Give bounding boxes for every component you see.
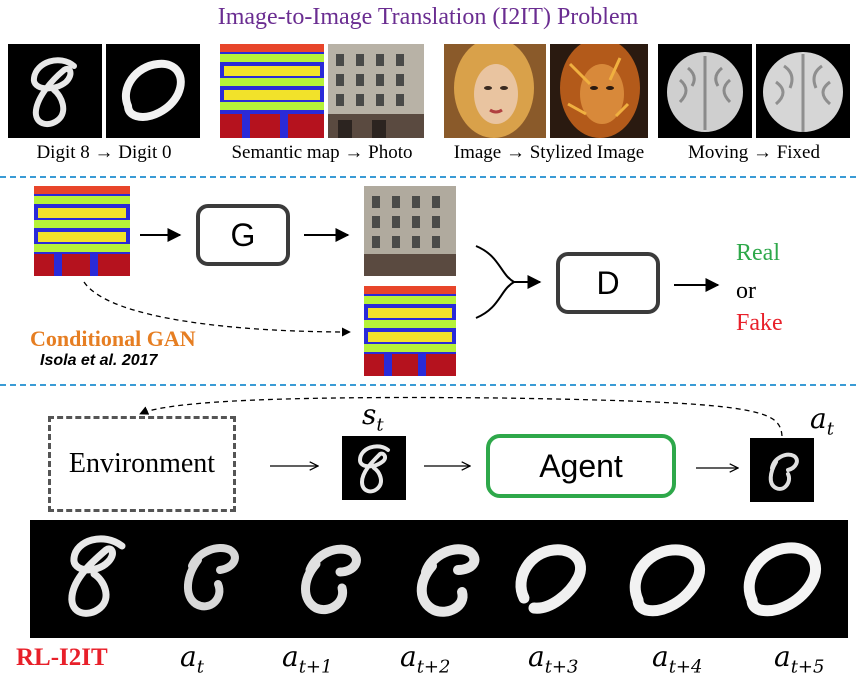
conditional-gan-label: Conditional GAN xyxy=(30,326,196,351)
example-caption-semantic: Semantic map → Photo xyxy=(231,142,413,163)
gan-condition-semantic-map xyxy=(364,286,456,376)
generator-box: G xyxy=(196,204,290,266)
rl-i2it-label: RL-I2IT xyxy=(16,644,108,671)
or-label: or xyxy=(736,278,756,304)
state-label: st xyxy=(362,398,384,436)
stylized-portrait-image xyxy=(550,44,648,138)
environment-box: Environment xyxy=(48,416,236,512)
portrait-image xyxy=(444,44,546,138)
digit-0-image xyxy=(106,44,200,138)
gan-input-semantic-map xyxy=(34,186,130,276)
building-photo-image xyxy=(328,44,424,138)
morph-frame-3 xyxy=(301,544,361,614)
morph-frame-1 xyxy=(68,535,126,617)
gan-generated-photo xyxy=(364,186,456,276)
example-caption-registration: Moving → Fixed xyxy=(688,142,820,163)
section-divider-bottom xyxy=(0,384,856,386)
section-divider-top xyxy=(0,176,856,178)
action-label: at xyxy=(810,402,834,440)
arrow-input-to-condition xyxy=(83,281,351,337)
action-digit-image xyxy=(750,438,814,502)
moving-scan-image xyxy=(658,44,752,138)
sequence-label-3: at+2 xyxy=(400,640,451,678)
arrow-action-to-environment xyxy=(139,396,783,437)
example-caption-digits: Digit 8 → Digit 0 xyxy=(36,142,172,163)
morph-frame-7 xyxy=(743,542,822,617)
figure-title: Image-to-Image Translation (I2IT) Proble… xyxy=(217,4,639,30)
digit-morph-strip xyxy=(30,520,848,638)
fixed-scan-image xyxy=(756,44,850,138)
agent-box: Agent xyxy=(486,434,676,498)
discriminator-box: D xyxy=(556,252,660,314)
real-label: Real xyxy=(736,240,780,266)
morph-frame-2 xyxy=(184,544,239,611)
state-digit-image xyxy=(342,436,406,500)
morph-frame-4 xyxy=(416,544,480,617)
sequence-label-5: at+4 xyxy=(652,640,703,678)
digit-8-image xyxy=(8,44,102,138)
sequence-label-4: at+3 xyxy=(528,640,579,678)
sequence-label-6: at+5 xyxy=(774,640,825,678)
fake-label: Fake xyxy=(736,310,783,336)
sequence-label-2: at+1 xyxy=(282,640,333,678)
semantic-map-image xyxy=(220,44,324,138)
morph-frame-6 xyxy=(629,544,706,617)
morph-frame-5 xyxy=(515,544,586,614)
merge-bracket xyxy=(475,245,517,319)
sequence-label-1: at xyxy=(180,640,204,678)
example-caption-style: Image → Stylized Image xyxy=(453,142,645,163)
gan-reference-label: Isola et al. 2017 xyxy=(40,352,158,369)
